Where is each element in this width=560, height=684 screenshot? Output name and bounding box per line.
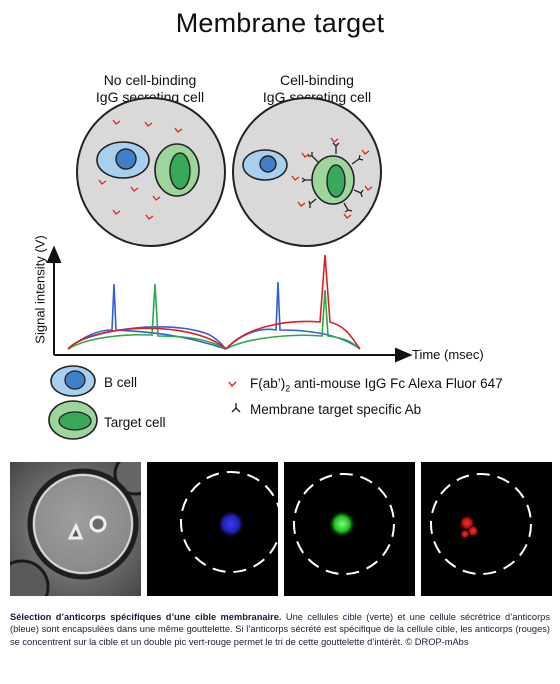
legend-fab-suffix: anti-mouse IgG Fc Alexa Fluor 647 — [290, 376, 503, 391]
diagram-svg — [46, 97, 413, 440]
free-antibodies — [98, 119, 183, 220]
scenario-label-line: IgG secreting cell — [95, 89, 205, 105]
figure-title: Membrane target — [175, 8, 385, 38]
y-axis-label: Signal intensity (V) — [32, 235, 48, 344]
legend-target-cell: Target cell — [104, 415, 166, 430]
legend-icons — [48, 365, 241, 440]
signal-traces-binding — [225, 254, 361, 350]
droplet-binding — [232, 97, 382, 247]
figure-caption: Sélection d’anticorps spécifiques d’une … — [10, 611, 550, 648]
red-antibody-icon — [228, 381, 237, 388]
legend-fab-prefix: F(ab’) — [250, 376, 286, 391]
signal-traces-no-binding — [67, 283, 227, 350]
legend-fab-sub: 2 — [285, 383, 291, 394]
scenario-label-line: Cell-binding — [280, 72, 354, 88]
scenario-label-line: No cell-binding — [103, 72, 197, 88]
blue-fluorescence-panel — [147, 462, 278, 596]
bound-antibodies — [291, 137, 373, 219]
legend-fab-antibody: F(ab’)2 anti-mouse IgG Fc Alexa Fluor 64… — [250, 376, 503, 394]
caption-bold: Sélection d’anticorps spécifiques d’une … — [10, 612, 282, 622]
scenario-label-no-binding: No cell-binding IgG secreting cell — [70, 72, 230, 106]
x-axis-label: Time (msec) — [412, 347, 484, 362]
plot-axes — [46, 245, 413, 363]
brightfield-panel — [10, 462, 141, 596]
caption-text: Une cellules cible (verte) et une cellul… — [10, 612, 550, 647]
legend-membrane-ab: Membrane target specific Ab — [250, 402, 422, 417]
black-antibody-icon — [231, 403, 241, 413]
droplet-no-binding — [76, 97, 226, 247]
legend-b-cell: B cell — [104, 375, 138, 390]
green-fluorescence-panel — [284, 462, 415, 596]
red-fluorescence-panel — [421, 462, 552, 596]
